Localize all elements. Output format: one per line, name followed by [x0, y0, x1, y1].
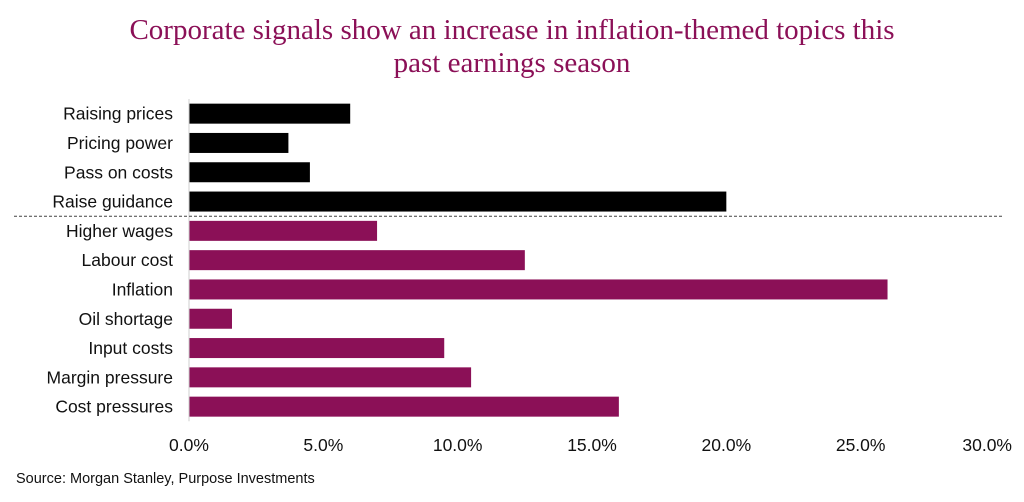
category-label: Higher wages — [66, 221, 173, 241]
bars-group — [189, 103, 888, 417]
bar-pass-on-costs — [189, 162, 310, 183]
chart-title-line-2: past earnings season — [393, 47, 631, 79]
bar-pricing-power — [189, 132, 289, 153]
x-tick-label: 10.0% — [433, 435, 483, 455]
x-tick-labels-group: 0.0% 5.0% 10.0% 15.0% 20.0% 25.0% 30.0% — [169, 435, 1012, 455]
category-label: Input costs — [88, 338, 173, 358]
bar-inflation — [189, 279, 888, 300]
bar-cost-pressures — [189, 396, 619, 417]
chart-title-line-1: Corporate signals show an increase in in… — [129, 14, 895, 46]
bar-higher-wages — [189, 220, 378, 241]
category-label: Cost pressures — [55, 397, 173, 417]
x-tick-label: 5.0% — [303, 435, 343, 455]
category-label: Inflation — [112, 279, 173, 299]
category-label: Pass on costs — [64, 162, 173, 182]
bar-raise-guidance — [189, 191, 727, 212]
x-tick-label: 15.0% — [567, 435, 617, 455]
category-label: Oil shortage — [79, 309, 173, 329]
category-labels-group: Raising prices Pricing power Pass on costs… — [47, 104, 174, 417]
chart-title: Corporate signals show an increase in in… — [0, 14, 1024, 80]
category-label: Raise guidance — [52, 192, 173, 212]
bar-raising-prices — [189, 103, 351, 124]
x-tick-label: 0.0% — [169, 435, 209, 455]
x-tick-label: 25.0% — [836, 435, 886, 455]
category-label: Labour cost — [82, 250, 174, 270]
category-label: Raising prices — [63, 104, 173, 124]
x-tick-label: 30.0% — [962, 435, 1012, 455]
category-label: Pricing power — [67, 133, 173, 153]
source-note: Source: Morgan Stanley, Purpose Investme… — [16, 471, 315, 487]
bar-labour-cost — [189, 250, 525, 271]
bar-oil-shortage — [189, 308, 232, 329]
bar-margin-pressure — [189, 367, 472, 388]
category-label: Margin pressure — [47, 367, 173, 387]
x-tick-label: 20.0% — [702, 435, 752, 455]
bar-input-costs — [189, 338, 445, 359]
